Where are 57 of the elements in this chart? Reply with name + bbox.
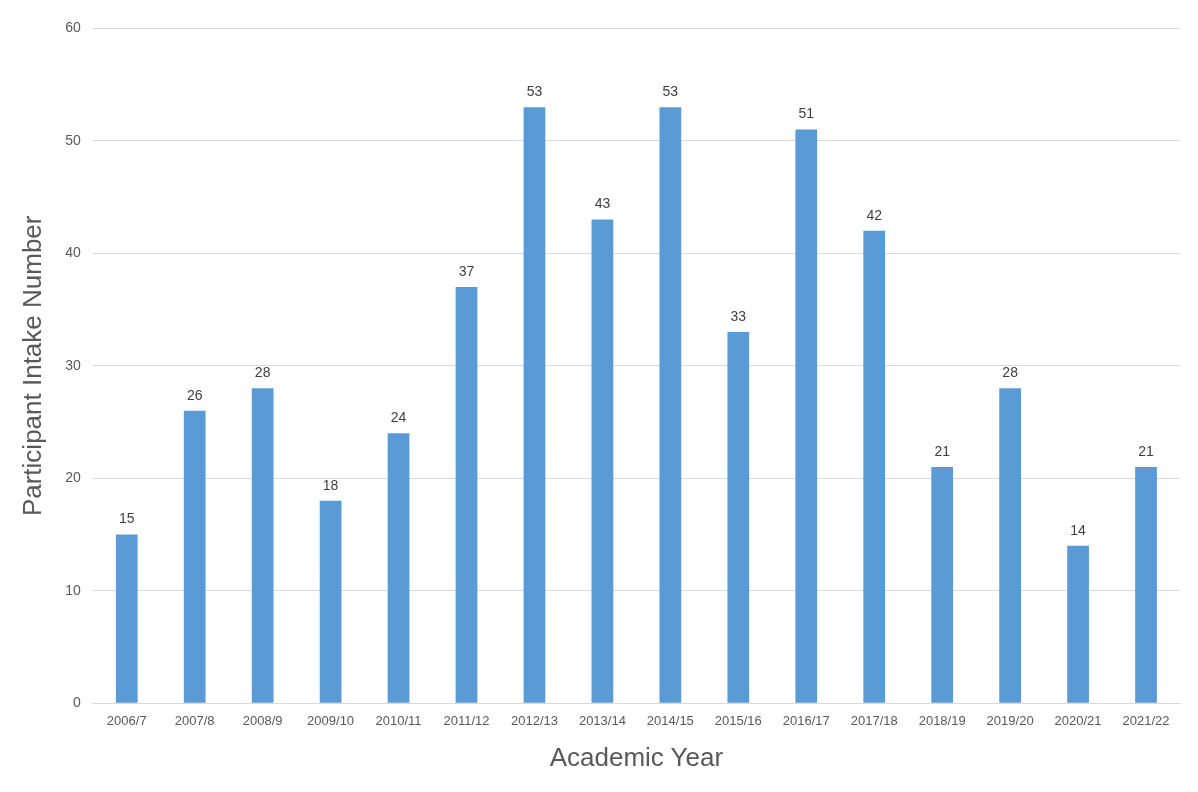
- bar: [795, 129, 818, 703]
- bar: [1135, 467, 1157, 703]
- data-label: 18: [322, 476, 339, 493]
- data-label: 14: [1070, 521, 1087, 538]
- x-tick-label: 2019/20: [986, 712, 1034, 728]
- x-tick-label: 2010/11: [375, 712, 422, 728]
- data-label: 21: [934, 442, 951, 459]
- y-tick-label: 40: [65, 244, 81, 261]
- x-tick-label: 2021/22: [1122, 712, 1170, 728]
- y-tick-label: 60: [65, 19, 81, 36]
- y-axis-title: Participant Intake Number: [16, 215, 47, 517]
- data-label: 33: [730, 307, 747, 324]
- data-label: 51: [798, 105, 815, 122]
- data-label: 43: [594, 195, 611, 212]
- data-label: 53: [526, 82, 543, 99]
- data-label: 37: [458, 262, 475, 279]
- bar: [591, 219, 614, 703]
- x-tick-label: 2017/18: [850, 712, 898, 728]
- bar: [251, 388, 274, 703]
- data-label: 28: [254, 364, 271, 381]
- y-tick-label: 0: [72, 694, 81, 711]
- x-tick-label: 2012/13: [510, 712, 558, 728]
- bar: [455, 287, 478, 703]
- bar: [523, 107, 546, 703]
- bar: [1067, 545, 1089, 703]
- x-tick-label: 2013/14: [578, 712, 626, 728]
- x-tick-label: 2011/12: [443, 712, 490, 728]
- bar: [931, 467, 954, 703]
- bar: [727, 332, 750, 703]
- data-label: 21: [1138, 442, 1155, 459]
- bar: [115, 534, 138, 703]
- bar: [863, 230, 886, 703]
- x-tick-label: 2006/7: [106, 712, 147, 728]
- data-label: 53: [662, 82, 679, 99]
- bar: [999, 388, 1021, 703]
- bar: [319, 500, 342, 703]
- data-label: 26: [186, 386, 203, 403]
- x-tick-label: 2014/15: [646, 712, 694, 728]
- y-tick-label: 30: [65, 356, 81, 373]
- bar: [659, 107, 682, 703]
- data-label: 24: [390, 409, 407, 426]
- x-tick-label: 2016/17: [782, 712, 830, 728]
- x-tick-label: 2007/8: [174, 712, 215, 728]
- data-label: 28: [1002, 364, 1019, 381]
- y-tick-label: 20: [65, 469, 81, 486]
- data-label: 15: [118, 510, 135, 527]
- y-tick-label: 50: [65, 131, 81, 148]
- y-tick-label: 10: [65, 581, 81, 598]
- x-axis-title: Academic Year: [549, 741, 724, 772]
- x-tick-label: 2009/10: [307, 712, 355, 728]
- x-tick-label: 2008/9: [242, 712, 283, 728]
- data-label: 42: [866, 206, 883, 223]
- x-tick-label: 2015/16: [714, 712, 762, 728]
- bar: [183, 410, 206, 703]
- x-tick-label: 2020/21: [1054, 712, 1102, 728]
- x-tick-label: 2018/19: [918, 712, 966, 728]
- bar: [387, 433, 410, 703]
